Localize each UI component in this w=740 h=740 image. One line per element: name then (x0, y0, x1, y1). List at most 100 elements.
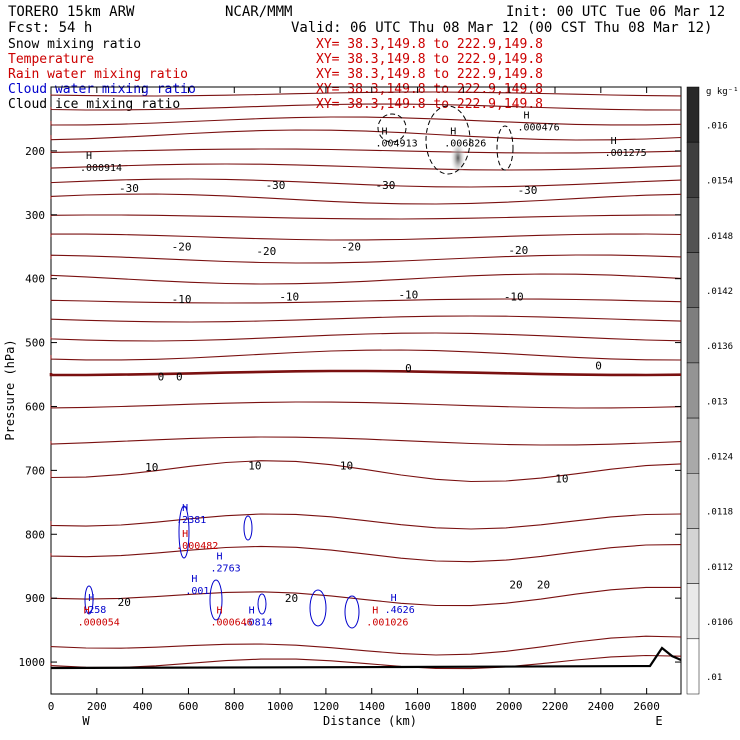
maximum-value-label: .000054 (78, 618, 120, 629)
temperature-contour-label: -10 (279, 291, 299, 304)
maximum-value-label: .001 (185, 586, 209, 597)
maximum-marker: H (450, 127, 456, 138)
temperature-contour-label: 20 (285, 592, 298, 605)
colorbar: .016 .0154 .0148 .0142 .0136 .013 .0124 .0118 .0… (686, 86, 733, 695)
x-tick-label: 400 (133, 700, 153, 713)
maximum-marker: H (217, 551, 223, 562)
field-legend: Snow mixing ratio XY= 38.3,149.8 to 222.9… (8, 37, 543, 112)
temperature-contour (50, 298, 682, 304)
y-tick-label: 900 (25, 592, 45, 605)
colorbar-unit: g kg⁻¹ (706, 87, 739, 97)
center-label: NCAR/MMM (225, 4, 292, 20)
maximum-marker: H (249, 606, 255, 617)
maximum-marker: H (611, 136, 617, 147)
maximum-value-label: .001275 (605, 148, 647, 159)
temperature-contour-label: -20 (508, 244, 528, 257)
maximum-marker: H (191, 574, 197, 585)
terrain-surface (50, 646, 682, 670)
temperature-contour-label: 10 (248, 459, 261, 472)
cloud-water-contour (243, 515, 253, 541)
temperature-contour (49, 369, 682, 377)
temperature-contour (50, 214, 682, 220)
temperature-contour-label: -30 (376, 179, 396, 192)
colorbar-swatch (686, 307, 700, 364)
temperature-contour (50, 460, 682, 483)
temperature-contour (50, 401, 682, 409)
temperature-contour-label: 20 (537, 579, 550, 592)
temperature-contour (50, 273, 682, 285)
temperature-contour-label: 10 (340, 459, 353, 472)
temperature-contour-label: -20 (341, 241, 361, 254)
cloud-water-contour (209, 579, 223, 621)
cloud-water-contour (257, 593, 267, 615)
temperature-contour-label: 20 (118, 596, 131, 609)
colorbar-swatch (686, 583, 700, 640)
valid-label: Valid: 06 UTC Thu 08 Mar 12 (00 CST Thu … (291, 20, 712, 36)
x-tick-label: 1000 (267, 700, 294, 713)
temperature-contour-label: -30 (266, 179, 286, 192)
maximum-marker: H (182, 529, 188, 540)
east-label: E (655, 714, 662, 728)
temperature-contour (50, 332, 682, 342)
y-tick-label: 700 (25, 464, 45, 477)
plot-frame (50, 86, 682, 695)
temperature-contour (50, 513, 682, 530)
colorbar-swatch (686, 638, 700, 695)
x-tick-label: 1200 (313, 700, 340, 713)
cloud-water-contour (309, 589, 327, 627)
x-tick-label: 800 (224, 700, 244, 713)
temperature-contour (50, 129, 682, 141)
fcst-label: Fcst: 54 h (8, 20, 92, 36)
field-legend-xy: XY= 38.3,149.8 to 222.9,149.8 (316, 82, 543, 97)
colorbar-swatch (686, 362, 700, 419)
x-tick-label: 200 (87, 700, 107, 713)
colorbar-swatch (686, 417, 700, 474)
temperature-contour-label: 0 (176, 370, 183, 383)
west-label: W (82, 714, 90, 728)
temperature-contour (50, 436, 682, 446)
y-axis-title: Pressure (hPa) (3, 339, 17, 440)
temperature-contour-label: 10 (555, 473, 568, 486)
temperature-contour-label: -20 (256, 245, 276, 258)
maximum-marker: H (372, 606, 378, 617)
maximum-value-label: .000914 (80, 163, 122, 174)
temperature-contour (50, 233, 682, 241)
x-tick-label: 1600 (404, 700, 431, 713)
field-legend-xy: XY= 38.3,149.8 to 222.9,149.8 (316, 52, 543, 67)
x-axis-title: Distance (km) (323, 714, 417, 728)
temperature-contour-label: 10 (145, 461, 158, 474)
colorbar-tick-label: .0112 (706, 563, 733, 573)
temperature-contour (50, 193, 682, 205)
temperature-contour (50, 178, 682, 188)
x-tick-label: 1800 (450, 700, 477, 713)
temperature-contour-label: -10 (398, 289, 418, 302)
maximum-value-label: .000482 (176, 541, 218, 552)
maximum-value-label: .2763 (211, 563, 241, 574)
temperature-contour-label: -10 (504, 291, 524, 304)
maximum-value-label: .0814 (243, 618, 273, 629)
maximum-value-label: .001026 (366, 618, 408, 629)
maximum-value-label: .004913 (375, 139, 417, 150)
maximum-value-label: .006826 (444, 139, 486, 150)
y-tick-label: 200 (25, 145, 45, 158)
temperature-contour (50, 254, 682, 264)
cloud-ice-contour (425, 105, 471, 175)
maximum-value-label: .000476 (518, 123, 560, 134)
temperature-contour (50, 91, 682, 97)
colorbar-tick-label: .016 (706, 121, 728, 131)
temperature-contour (50, 349, 682, 361)
maximum-marker: H (391, 593, 397, 604)
colorbar-tick-label: .0148 (706, 232, 733, 242)
temperature-contour-label: 20 (509, 579, 522, 592)
colorbar-tick-label: .0124 (706, 452, 733, 462)
colorbar-tick-label: .0142 (706, 287, 733, 297)
maximum-marker: H (182, 503, 188, 514)
x-tick-label: 0 (48, 700, 55, 713)
temperature-contour (50, 163, 682, 171)
field-legend-label: Cloud water mixing ratio (8, 82, 196, 97)
colorbar-tick-label: .01 (706, 673, 722, 683)
temperature-contour (50, 586, 681, 607)
temperature-contour (50, 544, 682, 563)
colorbar-tick-label: .0154 (706, 177, 733, 187)
